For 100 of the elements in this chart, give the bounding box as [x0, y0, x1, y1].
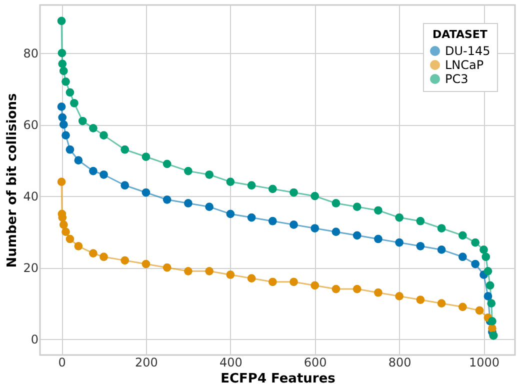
- x-tick-label: 400: [219, 356, 242, 370]
- point: [62, 228, 70, 236]
- point: [66, 234, 74, 244]
- point: [310, 224, 320, 232]
- point: [162, 263, 172, 272]
- point: [58, 60, 67, 68]
- x-tick-label: 600: [304, 356, 327, 370]
- point: [268, 184, 277, 194]
- point: [100, 170, 108, 179]
- point: [184, 199, 192, 208]
- legend-label: PC3: [445, 72, 468, 86]
- point: [488, 317, 496, 326]
- point: [352, 284, 362, 294]
- point: [59, 120, 68, 129]
- legend-label: DU-145: [445, 44, 490, 58]
- point: [226, 178, 235, 186]
- point: [416, 216, 425, 226]
- point: [162, 160, 172, 168]
- point: [310, 192, 320, 200]
- point: [458, 252, 467, 262]
- point: [226, 270, 235, 279]
- point: [332, 284, 340, 294]
- point: [184, 166, 192, 176]
- x-tick-label: 0: [58, 356, 66, 370]
- point: [247, 181, 256, 190]
- y-tick-label: 40: [23, 190, 38, 204]
- point: [205, 266, 214, 276]
- point: [482, 252, 490, 262]
- point: [487, 299, 496, 308]
- point: [100, 131, 108, 140]
- point: [332, 228, 340, 236]
- point: [142, 152, 150, 161]
- point: [437, 246, 446, 254]
- point: [74, 156, 83, 165]
- y-tick-label: 0: [30, 332, 38, 347]
- point: [268, 216, 277, 226]
- point: [395, 292, 404, 300]
- point: [89, 249, 98, 258]
- point: [395, 238, 404, 247]
- x-tick-label: 800: [388, 356, 412, 370]
- point: [374, 206, 382, 215]
- point: [290, 220, 298, 229]
- point: [205, 202, 214, 211]
- point: [57, 178, 66, 186]
- point: [89, 124, 98, 132]
- point: [310, 281, 320, 290]
- point: [120, 256, 130, 265]
- point: [458, 302, 467, 312]
- point: [89, 166, 98, 176]
- point: [100, 252, 108, 262]
- point: [205, 170, 214, 179]
- point: [471, 238, 480, 247]
- point: [437, 224, 446, 232]
- point: [162, 195, 172, 204]
- point: [395, 213, 404, 222]
- point: [226, 210, 235, 218]
- point: [142, 260, 150, 268]
- point: [120, 181, 130, 190]
- point: [62, 131, 70, 140]
- point: [120, 145, 130, 154]
- point: [58, 113, 67, 122]
- point: [352, 231, 362, 240]
- point: [480, 246, 488, 254]
- point: [332, 199, 340, 208]
- point: [78, 116, 87, 126]
- point: [486, 281, 494, 290]
- legend-label: LNCaP: [445, 58, 484, 72]
- point: [290, 278, 298, 286]
- point: [416, 242, 425, 250]
- point: [484, 266, 492, 276]
- x-tick-label: 1000: [468, 356, 500, 370]
- point: [290, 188, 298, 197]
- point: [416, 296, 425, 304]
- point: [484, 292, 492, 300]
- point: [59, 66, 68, 76]
- y-tick-label: 60: [23, 118, 38, 132]
- point: [66, 88, 74, 97]
- point: [352, 202, 362, 211]
- point: [62, 78, 70, 86]
- point: [475, 306, 484, 315]
- point: [268, 278, 277, 286]
- point: [57, 16, 66, 26]
- y-tick-label: 20: [23, 261, 38, 276]
- point: [184, 266, 192, 276]
- legend-title: DATASET: [432, 28, 488, 41]
- point: [66, 145, 74, 154]
- point: [74, 242, 83, 250]
- point: [247, 274, 256, 282]
- y-axis-title: Number of bit collisions: [5, 93, 20, 268]
- point: [247, 213, 256, 222]
- point: [59, 220, 68, 229]
- point: [57, 102, 66, 111]
- point: [70, 98, 78, 108]
- y-tick-label: 80: [23, 46, 38, 61]
- point: [142, 188, 150, 197]
- point: [58, 48, 66, 58]
- point: [374, 288, 382, 297]
- point: [471, 260, 480, 268]
- x-tick-label: 200: [135, 356, 158, 370]
- point: [458, 231, 467, 240]
